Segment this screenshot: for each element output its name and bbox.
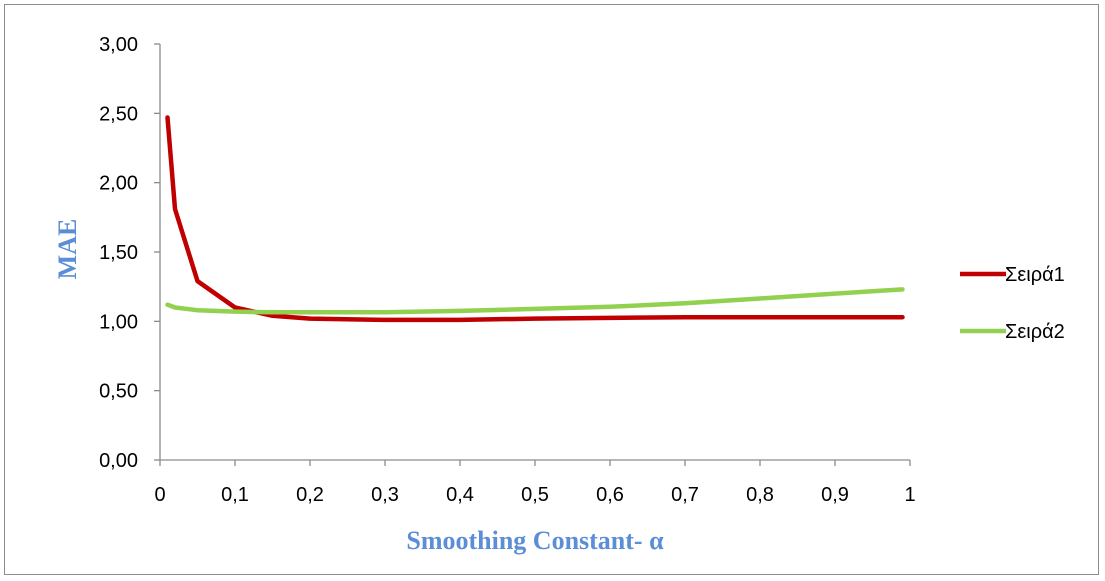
y-tick-label: 2,50 — [99, 103, 138, 125]
x-tick-label: 0,4 — [446, 484, 474, 506]
x-tick-label: 0,8 — [746, 484, 774, 506]
x-tick-label: 1 — [904, 484, 915, 506]
y-tick-label: 3,00 — [99, 34, 138, 56]
y-tick-label: 1,00 — [99, 311, 138, 333]
y-tick-label: 0,50 — [99, 381, 138, 403]
y-tick-label: 0,00 — [99, 450, 138, 472]
x-tick-label: 0,1 — [221, 484, 249, 506]
y-tick-label: 1,50 — [99, 242, 138, 264]
x-tick-labels: 0 0,1 0,2 0,3 0,4 0,5 0,6 0,7 0,8 0,9 1 — [154, 460, 916, 506]
x-tick-label: 0,3 — [371, 484, 399, 506]
y-tick-labels: 0,00 0,50 1,00 1,50 2,00 2,50 3,00 — [99, 34, 160, 472]
x-tick-label: 0,7 — [671, 484, 699, 506]
legend: Σειρά1 Σειρά2 — [960, 264, 1065, 343]
chart-frame — [4, 4, 1099, 575]
x-tick-label: 0,9 — [821, 484, 849, 506]
legend-label-2: Σειρά2 — [1005, 321, 1065, 343]
y-tick-label: 2,00 — [99, 173, 138, 195]
x-tick-label: 0,2 — [296, 484, 324, 506]
x-tick-label: 0,5 — [521, 484, 549, 506]
axes — [159, 44, 910, 461]
x-axis-title: Smoothing Constant- α — [406, 526, 664, 555]
series-layer — [165, 115, 905, 323]
legend-label-1: Σειρά1 — [1005, 264, 1065, 286]
y-axis-title: MAE — [53, 219, 82, 280]
x-tick-label: 0 — [154, 484, 165, 506]
x-tick-label: 0,6 — [596, 484, 624, 506]
series-line-1 — [165, 115, 905, 323]
series-line-2 — [165, 287, 905, 315]
